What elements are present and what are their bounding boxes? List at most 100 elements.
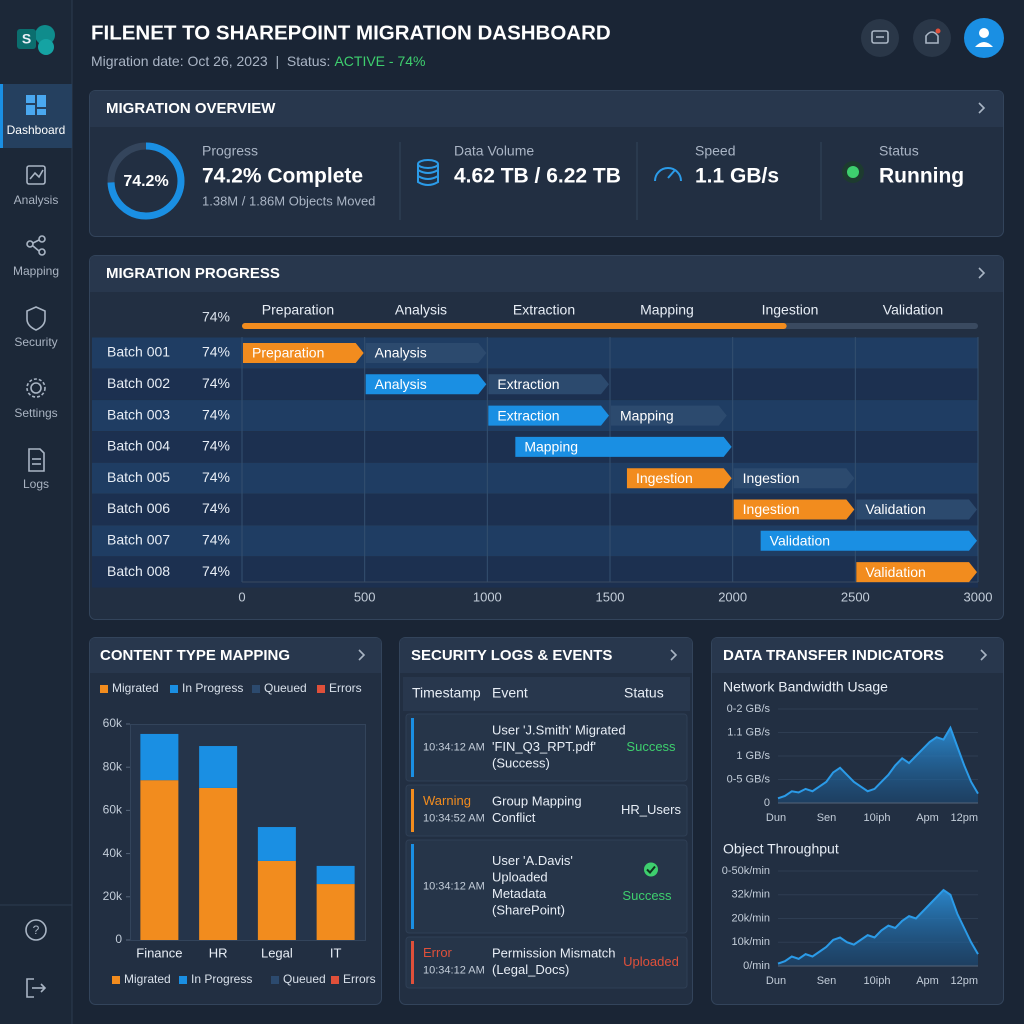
x-tick-label: Finance [136,945,182,960]
nav-item[interactable] [0,367,72,431]
metric-detail: 1.38M / 1.86M Objects Moved [202,193,375,208]
log-status: Success [622,888,672,903]
column-header: Event [492,685,528,701]
page-subtitle: Migration date: Oct 26, 2023 | Status: AC… [91,53,425,69]
nav-item[interactable] [0,84,72,148]
log-time: 10:34:12 AM [423,880,485,892]
legend-swatch [331,976,339,984]
task-bar [856,562,977,583]
x-tick-label: Dun [766,975,786,987]
area-fill [778,890,978,966]
task-label: Ingestion [743,501,800,517]
nav-item[interactable] [0,154,72,218]
chevron[interactable] [980,649,988,661]
y-tick-label: 0 [764,797,770,809]
chevron[interactable] [358,649,366,661]
log-event: Permission Mismatch [492,946,616,961]
subtitle-text: Migration date: Oct 26, 2023 | Status: [91,53,330,69]
x-tick-label: Dun [766,812,786,824]
metric-label: Speed [695,143,735,159]
metric-label: Status [879,143,919,159]
x-tick-label: 10iph [864,812,891,824]
batch-pct: 74% [202,469,230,485]
log-status: Uploaded [623,954,679,969]
task-bar [626,468,732,489]
area-line [777,725,979,800]
y-tick-label: 1.1 GB/s [727,726,770,738]
legend-label: Queued [264,681,307,695]
chevron[interactable] [978,102,986,114]
x-tick-label: Legal [261,945,293,960]
task-label: Ingestion [743,470,800,486]
y-tick-label: 20k/min [731,912,770,924]
task-label: Extraction [497,376,559,392]
x-tick-label: IT [330,945,342,960]
legend-label: Migrated [112,681,159,695]
x-tick-label: 10iph [864,975,891,987]
log-event: (Legal_Docs) [492,962,569,977]
log-event: Uploaded [492,870,548,885]
batch-pct: 74% [202,532,230,548]
nav-icons: ? [0,95,72,998]
y-tick-label: 60k [103,716,123,730]
panel-title: MIGRATION PROGRESS [106,265,280,282]
nav-item[interactable] [0,438,72,502]
nav-label: Analysis [14,193,59,207]
phase-label: Validation [883,302,943,318]
batch-pct: 74% [202,438,230,454]
profile-button[interactable] [964,18,1004,58]
task-label: Mapping [524,439,578,455]
batch-pct: 74% [202,563,230,579]
batch-pct: 74% [202,406,230,422]
nav-item[interactable] [0,296,72,360]
x-tick-label: Apm [916,812,939,824]
legend-swatch [112,976,120,984]
task-label: Mapping [620,407,674,423]
metric-value: Running [879,165,964,188]
nav-label: Security [14,335,57,349]
messages-button[interactable] [861,19,899,57]
phase-label: Analysis [395,302,447,318]
task-label: Analysis [375,345,427,361]
chevron[interactable] [978,267,986,279]
metric-label: Data Volume [454,143,534,159]
y-tick-label: 0 [115,932,122,946]
legend-swatch [170,685,178,693]
nav-item[interactable] [0,225,72,289]
x-tick-label: Apm [916,975,939,987]
log-level: Error [423,945,453,960]
ring-label: 74.2% [123,173,168,190]
column-header: Timestamp [412,685,481,701]
legend-label: Errors [343,972,376,986]
batch-pct: 74% [202,500,230,516]
log-accent [411,789,414,832]
task-bar [365,343,487,363]
task-label: Analysis [375,376,427,392]
log-accent [411,941,414,984]
batch-name: Batch 007 [107,532,170,548]
chevron[interactable] [670,649,678,661]
phase-label: Mapping [640,302,694,318]
log-row [405,713,688,782]
task-bar [733,468,855,489]
overall-bar [242,323,787,329]
legend-swatch [179,976,187,984]
batch-name: Batch 001 [107,344,170,360]
phase-label: Ingestion [762,302,819,318]
nav-label: Dashboard [7,123,66,137]
legend-swatch [252,685,260,693]
y-tick-label: 0/min [743,960,770,972]
notifications-button[interactable] [913,19,951,57]
status-check [646,865,656,874]
panel-title: SECURITY LOGS & EVENTS [411,647,612,664]
batch-name: Batch 004 [107,438,170,454]
legend-label: Queued [283,972,326,986]
bar-segment [140,780,179,940]
task-bar [488,374,609,395]
legend-swatch [317,685,325,693]
x-tick-label: Sen [817,812,837,824]
y-tick-label: 60k [103,803,123,817]
log-row [405,839,688,934]
area-line [777,888,979,965]
